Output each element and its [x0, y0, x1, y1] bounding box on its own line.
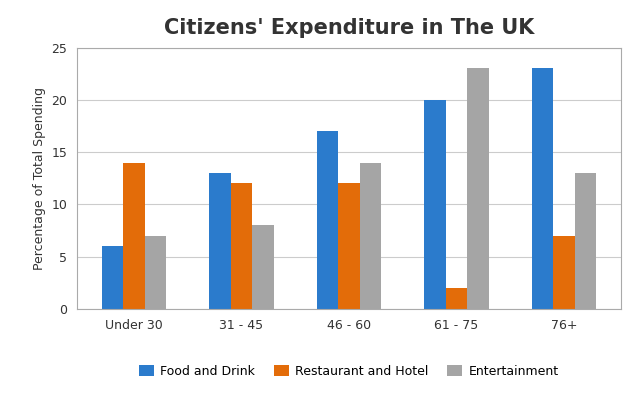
Bar: [532, 69, 553, 309]
Bar: [553, 236, 575, 309]
Bar: [424, 100, 445, 309]
Bar: [209, 173, 230, 309]
Bar: [145, 236, 166, 309]
Legend: Food and Drink, Restaurant and Hotel, Entertainment: Food and Drink, Restaurant and Hotel, En…: [134, 360, 564, 383]
Title: Citizens' Expenditure in The UK: Citizens' Expenditure in The UK: [164, 18, 534, 38]
Bar: [338, 183, 360, 309]
Bar: [575, 173, 596, 309]
Bar: [445, 288, 467, 309]
Bar: [360, 162, 381, 309]
Bar: [123, 162, 145, 309]
Bar: [230, 183, 252, 309]
Bar: [252, 225, 273, 309]
Bar: [467, 69, 488, 309]
Bar: [102, 246, 123, 309]
Bar: [317, 131, 338, 309]
Y-axis label: Percentage of Total Spending: Percentage of Total Spending: [33, 87, 45, 270]
